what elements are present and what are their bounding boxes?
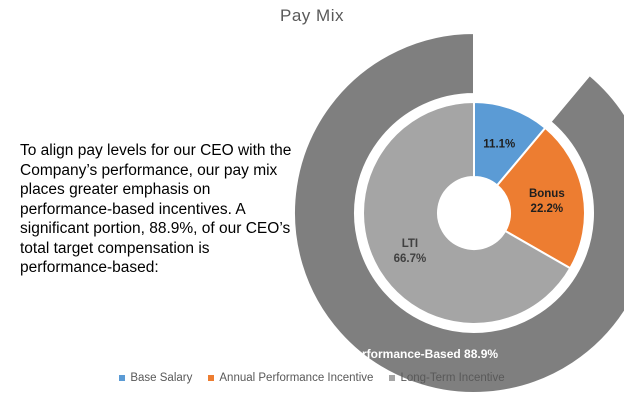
data-label-value-annual-performance-incentive: 22.2% xyxy=(531,203,564,215)
slice-annual-performance-incentive xyxy=(495,126,586,270)
data-label-title-long-term-incentive: LTI xyxy=(402,238,418,250)
legend-item-annual-incentive: Annual Performance Incentive xyxy=(208,372,373,384)
data-label-value-long-term-incentive: 66.7% xyxy=(394,253,427,265)
legend-swatch-base-salary xyxy=(119,375,126,381)
legend: Base Salary Annual Performance Incentive… xyxy=(0,372,624,384)
legend-label: Annual Performance Incentive xyxy=(219,372,374,384)
inner-ring xyxy=(362,100,586,325)
legend-label: Base Salary xyxy=(130,372,193,384)
legend-swatch-long-term-incentive xyxy=(389,375,396,381)
legend-label: Long-Term Incentive xyxy=(400,372,505,384)
chart-title: Pay Mix xyxy=(280,6,344,25)
slice-not-performance-based xyxy=(473,31,592,124)
legend-swatch-annual-incentive xyxy=(208,375,215,381)
data-label-value-base-salary: 11.1% xyxy=(483,138,515,150)
slice-performance-based xyxy=(293,31,624,394)
data-label-performance-based: Performance-Based 88.9% xyxy=(347,347,498,361)
outer-ring xyxy=(293,31,624,394)
legend-item-long-term-incentive: Long-Term Incentive xyxy=(389,372,505,384)
data-label-title-annual-performance-incentive: Bonus xyxy=(529,188,565,200)
legend-item-base-salary: Base Salary xyxy=(119,372,192,384)
data-labels: 11.1% Bonus 22.2% LTI 66.7% Performance-Based… xyxy=(347,138,564,360)
slice-long-term-incentive xyxy=(362,100,572,325)
pay-mix-description: To align pay levels for our CEO with the… xyxy=(20,142,292,276)
